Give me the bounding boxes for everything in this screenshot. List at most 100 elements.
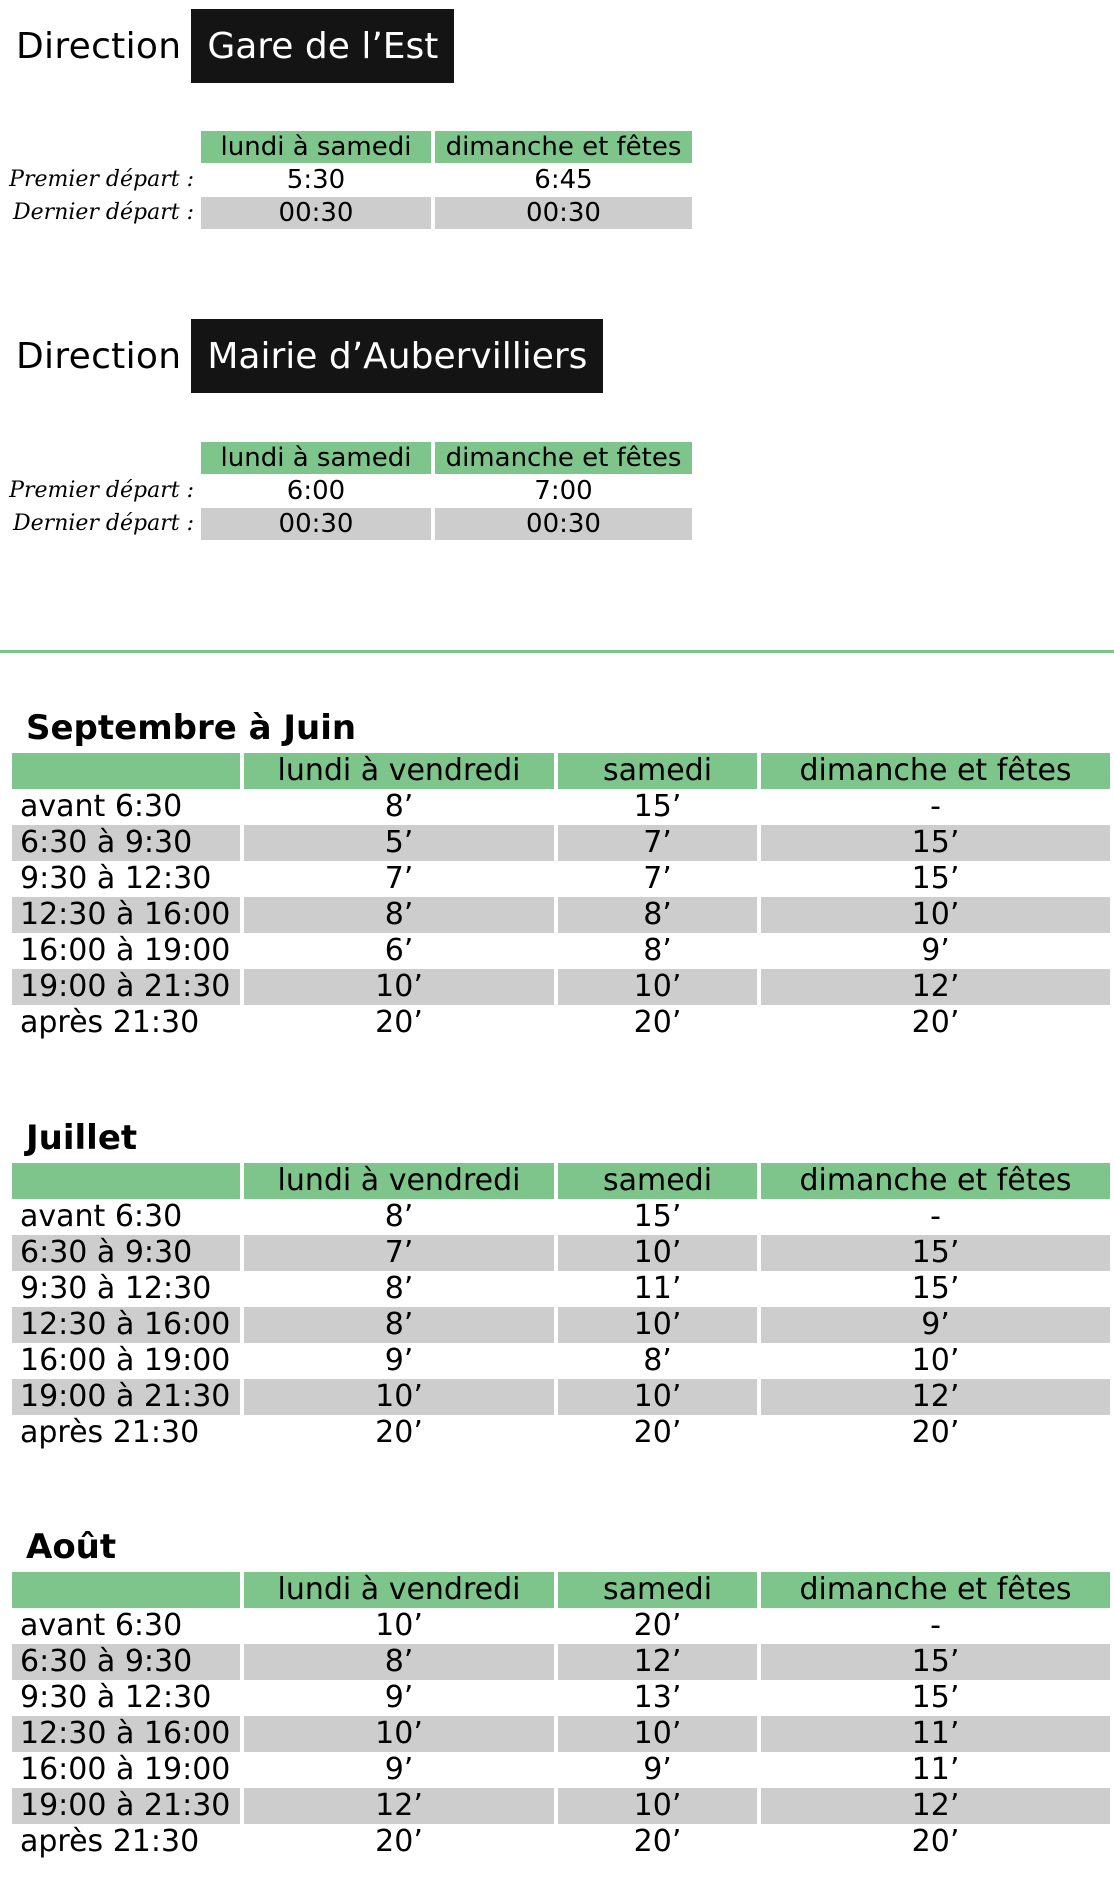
frequency-cell: 8’ [643, 1343, 672, 1378]
frequency-cell: 10’ [911, 1343, 960, 1378]
time-range-cell: 9:30 à 12:30 [20, 861, 212, 896]
row-label: Premier départ : [9, 478, 194, 503]
frequency-cell: 15’ [761, 825, 1110, 861]
row-label: Dernier départ : [13, 200, 194, 225]
frequency-cell: 9’ [921, 933, 950, 968]
header-cell: dimanche et fêtes [761, 753, 1110, 789]
time-cell: 6:00 [286, 476, 346, 506]
frequency-header-row: lundi à vendredi samedi dimanche et fête… [0, 753, 1114, 789]
frequency-row: 19:00 à 21:30 12’ 10’ 12’ [0, 1788, 1114, 1824]
frequency-cell: 7’ [384, 861, 414, 896]
frequency-cell: 10’ [761, 897, 1110, 933]
departure-header-row: lundi à samedi dimanche et fêtes [0, 442, 700, 474]
time-range-cell: 9:30 à 12:30 [20, 1680, 212, 1715]
header-cell: lundi à vendredi [244, 1572, 554, 1608]
frequency-cell: 12’ [761, 1379, 1110, 1415]
time-range-cell: 19:00 à 21:30 [12, 1379, 240, 1415]
header-cell: dimanche et fêtes [435, 131, 692, 163]
frequency-header-row: lundi à vendredi samedi dimanche et fête… [0, 1163, 1114, 1199]
header-cell: lundi à samedi [201, 131, 431, 163]
frequency-cell: 8’ [244, 1644, 554, 1680]
header-cell: samedi [558, 1163, 757, 1199]
frequency-row: avant 6:30 8’ 15’ - [0, 1199, 1114, 1235]
time-range-cell: avant 6:30 [20, 1199, 183, 1234]
direction-label: Direction [16, 335, 182, 377]
time-range-cell: avant 6:30 [20, 1608, 183, 1643]
frequency-cell: 7’ [558, 825, 757, 861]
direction-heading-2: Direction Mairie d’Aubervilliers [16, 319, 604, 393]
frequency-cell: 20’ [911, 1005, 960, 1040]
frequency-cell: 10’ [558, 1379, 757, 1415]
time-range-cell: 6:30 à 9:30 [12, 825, 240, 861]
frequency-cell: 11’ [761, 1716, 1110, 1752]
frequency-row: 16:00 à 19:00 9’ 9’ 11’ [0, 1752, 1114, 1788]
direction-label: Direction [16, 25, 182, 67]
frequency-cell: 8’ [643, 933, 672, 968]
frequency-cell: 9’ [643, 1752, 672, 1787]
frequency-cell: 7’ [244, 1235, 554, 1271]
time-cell: 00:30 [435, 197, 692, 229]
departure-row: Dernier départ : 00:30 00:30 [0, 508, 700, 540]
departure-row: Dernier départ : 00:30 00:30 [0, 197, 700, 229]
time-range-cell: 19:00 à 21:30 [12, 1788, 240, 1824]
frequency-cell: 6’ [384, 933, 414, 968]
frequency-row: après 21:30 20’ 20’ 20’ [0, 1415, 1114, 1451]
frequency-title: Août [26, 1527, 117, 1567]
frequency-row: 16:00 à 19:00 9’ 8’ 10’ [0, 1343, 1114, 1379]
frequency-row: 9:30 à 12:30 8’ 11’ 15’ [0, 1271, 1114, 1307]
frequency-cell: 15’ [911, 1680, 960, 1715]
time-range-cell: 16:00 à 19:00 [20, 1752, 231, 1787]
frequency-cell: 5’ [244, 825, 554, 861]
time-cell: 7:00 [534, 476, 593, 506]
frequency-row: 6:30 à 9:30 8’ 12’ 15’ [0, 1644, 1114, 1680]
frequency-header-row: lundi à vendredi samedi dimanche et fête… [0, 1572, 1114, 1608]
frequency-cell: 8’ [244, 1307, 554, 1343]
frequency-cell: 10’ [244, 1716, 554, 1752]
time-cell: 6:45 [534, 165, 593, 195]
row-label: Premier départ : [9, 167, 194, 192]
time-range-cell: 6:30 à 9:30 [12, 1644, 240, 1680]
frequency-row: 9:30 à 12:30 7’ 7’ 15’ [0, 861, 1114, 897]
row-label: Dernier départ : [13, 511, 194, 536]
frequency-cell: 12’ [244, 1788, 554, 1824]
frequency-cell: 10’ [558, 1307, 757, 1343]
time-range-cell: 12:30 à 16:00 [12, 897, 240, 933]
frequency-cell: 15’ [633, 1199, 682, 1234]
time-range-cell: 12:30 à 16:00 [12, 1716, 240, 1752]
frequency-cell: 8’ [244, 897, 554, 933]
frequency-cell: 20’ [911, 1824, 960, 1859]
frequency-cell: 15’ [911, 861, 960, 896]
frequency-cell: 10’ [558, 1235, 757, 1271]
frequency-row: 19:00 à 21:30 10’ 10’ 12’ [0, 969, 1114, 1005]
frequency-cell: 10’ [244, 1379, 554, 1415]
frequency-cell: 20’ [911, 1415, 960, 1450]
time-cell: 00:30 [435, 508, 692, 540]
direction-destination: Mairie d’Aubervilliers [191, 319, 604, 393]
header-cell: dimanche et fêtes [761, 1572, 1110, 1608]
departure-row: Premier départ : 5:30 6:45 [0, 164, 700, 196]
time-range-cell: 16:00 à 19:00 [20, 933, 231, 968]
frequency-cell: 20’ [633, 1415, 682, 1450]
frequency-row: 6:30 à 9:30 5’ 7’ 15’ [0, 825, 1114, 861]
frequency-cell: 20’ [375, 1415, 423, 1450]
frequency-cell: 9’ [384, 1752, 414, 1787]
frequency-row: 12:30 à 16:00 8’ 8’ 10’ [0, 897, 1114, 933]
frequency-row: 12:30 à 16:00 10’ 10’ 11’ [0, 1716, 1114, 1752]
time-range-cell: après 21:30 [20, 1005, 200, 1040]
frequency-cell: 8’ [558, 897, 757, 933]
frequency-cell: 20’ [375, 1005, 423, 1040]
time-range-cell: après 21:30 [20, 1415, 200, 1450]
frequency-cell: 13’ [633, 1680, 682, 1715]
frequency-row: avant 6:30 8’ 15’ - [0, 789, 1114, 825]
frequency-row: après 21:30 20’ 20’ 20’ [0, 1824, 1114, 1860]
time-range-cell: 6:30 à 9:30 [12, 1235, 240, 1271]
section-divider [0, 650, 1114, 653]
frequency-row: après 21:30 20’ 20’ 20’ [0, 1005, 1114, 1041]
frequency-cell: 15’ [761, 1644, 1110, 1680]
frequency-cell: 20’ [375, 1824, 423, 1859]
header-cell: lundi à vendredi [244, 1163, 554, 1199]
time-range-cell: 19:00 à 21:30 [12, 969, 240, 1005]
frequency-cell: 7’ [643, 861, 672, 896]
header-cell: lundi à vendredi [244, 753, 554, 789]
frequency-cell: 15’ [633, 789, 682, 824]
